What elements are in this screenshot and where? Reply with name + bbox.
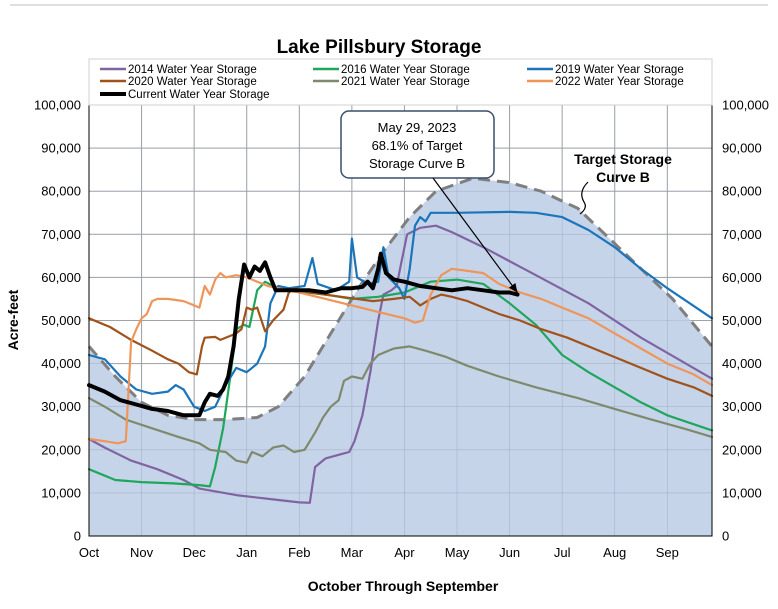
series-line-current-water-year-storage — [87, 251, 520, 418]
y-tick-left: 80,000 — [41, 184, 81, 199]
target-label-pointer — [579, 181, 589, 215]
y-tick-left: 100,000 — [34, 98, 81, 113]
x-tick-feb: Feb — [288, 545, 310, 560]
x-tick-sep: Sep — [656, 545, 679, 560]
y-tick-right: 90,000 — [722, 141, 762, 156]
series-lines — [87, 210, 714, 504]
x-tick-jul: Jul — [554, 545, 571, 560]
series-line-2021-water-year-storage — [87, 345, 714, 464]
x-tick-apr: Apr — [394, 545, 415, 560]
legend-label: Current Water Year Storage — [128, 89, 269, 101]
target-label: Target Storage Curve B — [574, 151, 672, 215]
y-tick-right: 10,000 — [722, 485, 762, 500]
chart-title: Lake Pillsbury Storage — [277, 37, 482, 58]
y-tick-right: 60,000 — [722, 270, 762, 285]
y-tick-right: 0 — [722, 529, 729, 544]
x-axis-label: October Through September — [308, 578, 499, 594]
y-tick-left: 70,000 — [41, 227, 81, 242]
annotation-arrow — [432, 177, 518, 293]
y-axis-left: 0 10,000 20,000 30,000 40,000 50,000 60,000 70,… — [34, 98, 81, 544]
x-tick-jun: Jun — [499, 545, 520, 560]
annotation-line2: 68.1% of Target — [372, 138, 463, 153]
target-curve-area — [89, 178, 712, 537]
legend-label: 2014 Water Year Storage — [128, 64, 257, 76]
y-axis-right: 0 10,000 20,000 30,000 40,000 50,000 60,000 70,… — [722, 98, 769, 544]
legend-label: 2019 Water Year Storage — [555, 64, 684, 76]
target-label-line2: Curve B — [596, 169, 650, 185]
y-tick-right: 80,000 — [722, 184, 762, 199]
legend-label: 2021 Water Year Storage — [341, 76, 470, 88]
y-tick-left: 90,000 — [41, 141, 81, 156]
y-tick-left: 40,000 — [41, 356, 81, 371]
y-tick-left: 20,000 — [41, 442, 81, 457]
x-tick-dec: Dec — [183, 545, 207, 560]
annotation-box — [340, 110, 495, 179]
series-line-2019-water-year-storage — [87, 210, 714, 413]
y-tick-right: 20,000 — [722, 442, 762, 457]
y-tick-left: 0 — [74, 529, 81, 544]
legend-label: 2016 Water Year Storage — [341, 64, 470, 76]
x-tick-aug: Aug — [603, 545, 626, 560]
y-tick-right: 50,000 — [722, 313, 762, 328]
x-tick-oct: Oct — [79, 545, 100, 560]
legend-label: 2022 Water Year Storage — [555, 76, 684, 88]
y-tick-left: 30,000 — [41, 399, 81, 414]
annotation: May 29, 2023 68.1% of Target Storage Cur… — [340, 110, 518, 293]
y-tick-left: 50,000 — [41, 313, 81, 328]
target-label-line1: Target Storage — [574, 151, 672, 167]
y-tick-right: 70,000 — [722, 227, 762, 242]
x-axis: Oct Nov Dec Jan Feb Mar Apr May Jun Jul Aug Sep — [79, 545, 679, 560]
legend-label: 2020 Water Year Storage — [128, 76, 257, 88]
legend-box — [88, 58, 713, 106]
annotation-arrowhead — [508, 283, 518, 293]
x-tick-jan: Jan — [236, 545, 257, 560]
target-curve-line — [87, 176, 714, 422]
y-tick-left: 10,000 — [41, 485, 81, 500]
y-axis-label: Acre-feet — [5, 289, 21, 350]
y-tick-right: 100,000 — [722, 98, 769, 113]
series-line-2014-water-year-storage — [87, 224, 714, 504]
y-tick-left: 60,000 — [41, 270, 81, 285]
x-tick-may: May — [445, 545, 470, 560]
x-tick-mar: Mar — [341, 545, 364, 560]
y-tick-right: 40,000 — [722, 356, 762, 371]
annotation-line3: Storage Curve B — [369, 156, 465, 171]
x-tick-nov: Nov — [130, 545, 154, 560]
y-tick-right: 30,000 — [722, 399, 762, 414]
legend: 2014 Water Year Storage 2016 Water Year S… — [88, 58, 713, 106]
annotation-line1: May 29, 2023 — [378, 120, 457, 135]
